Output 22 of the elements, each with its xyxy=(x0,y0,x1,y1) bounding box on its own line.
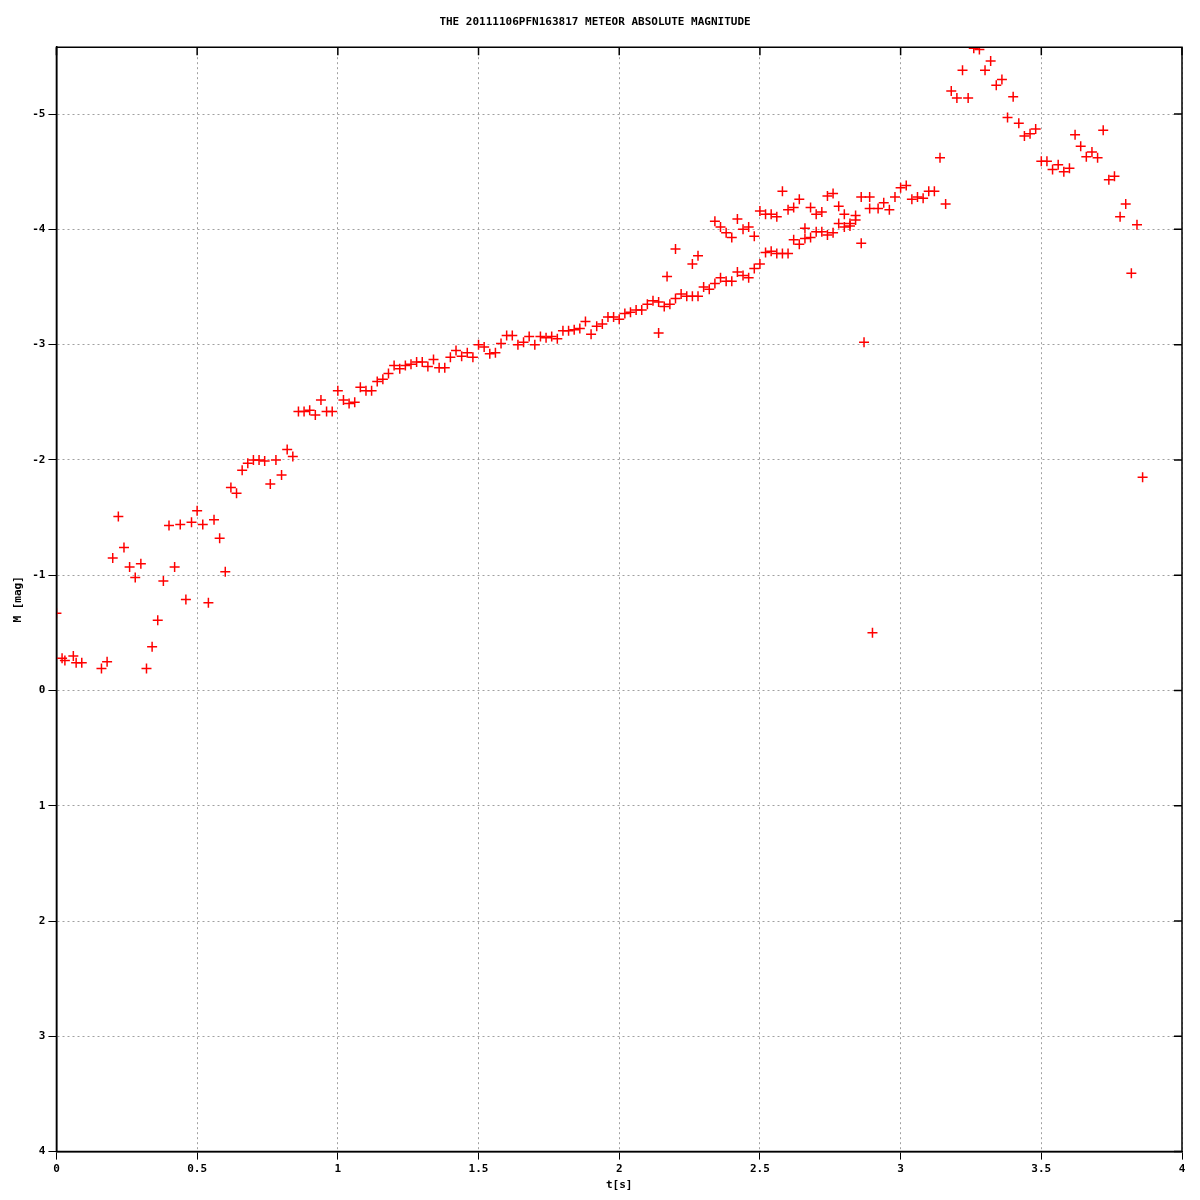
x-tick-label: 1 xyxy=(334,1162,342,1176)
y-tick-label: 4 xyxy=(38,1144,46,1158)
y-tick-label: -5 xyxy=(32,106,46,120)
y-axis-title: M [mag] xyxy=(11,576,25,623)
y-tick-label: 2 xyxy=(38,913,46,927)
x-tick-label: 3.5 xyxy=(1031,1162,1052,1176)
x-tick-label: 0 xyxy=(53,1162,60,1176)
x-tick-label: 3 xyxy=(897,1162,904,1176)
x-tick-label: 2 xyxy=(615,1162,623,1176)
x-axis-title: t[s] xyxy=(605,1178,633,1192)
chart-title: THE 20111106PFN163817 METEOR ABSOLUTE MAGNITUDE xyxy=(439,15,751,29)
y-tick-label: 3 xyxy=(38,1029,46,1043)
y-tick-label: -3 xyxy=(32,337,46,351)
y-tick-label: 0 xyxy=(38,683,46,697)
x-tick-label: 0.5 xyxy=(187,1162,208,1176)
x-tick-label: 2.5 xyxy=(749,1162,770,1176)
y-tick-label: 1 xyxy=(38,798,46,812)
x-tick-label: 4 xyxy=(1178,1162,1186,1176)
y-tick-label: -2 xyxy=(32,452,46,466)
y-tick-label: -1 xyxy=(32,568,46,582)
y-tick-label: -4 xyxy=(32,222,46,236)
x-tick-label: 1.5 xyxy=(468,1162,489,1176)
